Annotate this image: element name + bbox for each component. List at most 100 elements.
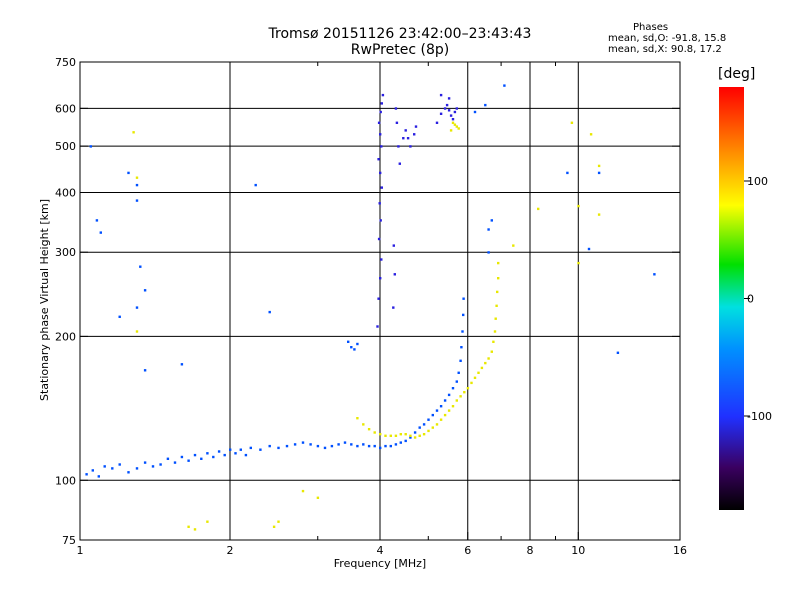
echo-point	[494, 317, 497, 320]
x-tick-label: 1	[77, 544, 84, 557]
echo-point	[455, 380, 458, 383]
echo-point	[259, 448, 262, 451]
echo-point	[439, 93, 443, 97]
echo-point	[135, 467, 139, 470]
echo-point	[356, 342, 359, 346]
echo-point	[350, 443, 353, 446]
colorbar-tick-label: 0	[747, 293, 754, 306]
echo-point	[379, 219, 382, 222]
echo-point	[402, 137, 405, 140]
echo-point	[487, 228, 490, 231]
echo-point	[398, 162, 401, 165]
colorbar-tick-label: 100	[747, 175, 768, 188]
echo-point	[451, 387, 455, 390]
echo-point	[362, 443, 365, 446]
echo-point	[418, 426, 421, 429]
echo-point	[377, 237, 381, 241]
echo-point	[380, 186, 383, 189]
echo-point	[457, 371, 460, 374]
echo-point	[394, 434, 398, 437]
colorbar-unit-label: [deg]	[718, 66, 756, 82]
echo-point	[449, 129, 453, 132]
echo-point	[223, 453, 226, 457]
colorbar-tick-label: -100	[747, 410, 772, 423]
echo-point	[118, 463, 121, 466]
echo-point	[379, 133, 382, 136]
echo-point	[496, 290, 499, 294]
echo-point	[135, 176, 139, 179]
echo-point	[397, 145, 400, 148]
x-tick-label: 2	[227, 544, 234, 557]
echo-point	[484, 103, 487, 107]
echo-point	[597, 171, 601, 175]
y-tick-label: 100	[55, 474, 76, 487]
echo-point	[180, 363, 184, 366]
echo-point	[356, 444, 359, 448]
echo-point	[139, 265, 142, 268]
echo-point	[392, 244, 395, 247]
echo-point	[537, 207, 540, 211]
echo-point	[379, 433, 382, 436]
echo-point	[392, 306, 395, 309]
echo-point	[435, 409, 439, 412]
colorbar-ticks: 100 0 -100	[744, 175, 772, 423]
echo-point	[350, 346, 353, 349]
echo-point	[268, 444, 271, 448]
echo-point	[353, 348, 356, 351]
echo-point	[91, 469, 94, 472]
echo-point	[316, 444, 320, 448]
echo-point	[431, 426, 434, 429]
echo-point	[422, 423, 426, 426]
echo-point	[393, 273, 396, 276]
echo-point	[404, 439, 407, 443]
echo-point	[135, 183, 139, 187]
echo-point	[309, 443, 312, 446]
echo-point	[212, 455, 215, 459]
echo-point	[404, 433, 407, 436]
echo-point	[409, 436, 412, 439]
echo-point	[389, 434, 392, 437]
echo-point	[490, 219, 493, 222]
echo-point	[389, 444, 392, 448]
echo-point	[135, 199, 139, 202]
echo-point	[493, 330, 497, 333]
x-axis-label: Frequency [MHz]	[334, 557, 426, 570]
echo-point	[470, 381, 473, 385]
echo-point	[378, 202, 381, 205]
x-tick-label: 4	[377, 544, 384, 557]
y-tick-label: 400	[55, 186, 76, 199]
echo-point	[193, 453, 197, 457]
echo-point	[453, 110, 457, 114]
echo-point	[379, 446, 382, 450]
echo-point	[187, 459, 190, 462]
echo-point	[439, 418, 443, 421]
echo-point	[418, 434, 421, 437]
echo-point	[244, 453, 248, 457]
x-axis-ticks: 1 2 4 6 8 10 16	[77, 62, 687, 557]
echo-point	[367, 444, 371, 448]
echo-point	[301, 489, 305, 493]
echo-point	[459, 359, 462, 362]
echo-point	[431, 413, 434, 417]
echo-point	[473, 110, 477, 114]
x-tick-label: 8	[527, 544, 534, 557]
echo-point	[413, 436, 417, 439]
echo-point	[173, 461, 177, 464]
y-tick-label: 200	[55, 330, 76, 343]
echo-point	[443, 107, 447, 110]
chart-title: Tromsø 20151126 23:42:00–23:43:43	[268, 26, 532, 42]
echo-point	[180, 455, 184, 459]
echo-point	[484, 361, 487, 365]
echo-point	[384, 444, 387, 448]
echo-point	[462, 297, 465, 300]
echo-point	[277, 446, 280, 450]
echo-point	[206, 452, 209, 455]
x-tick-label: 10	[571, 544, 585, 557]
echo-point	[404, 129, 407, 132]
echo-point	[462, 313, 465, 317]
echo-point	[380, 145, 383, 148]
grid-lines	[80, 62, 680, 540]
echo-point	[445, 103, 449, 107]
colorbar	[719, 87, 744, 510]
echo-point	[95, 219, 99, 222]
